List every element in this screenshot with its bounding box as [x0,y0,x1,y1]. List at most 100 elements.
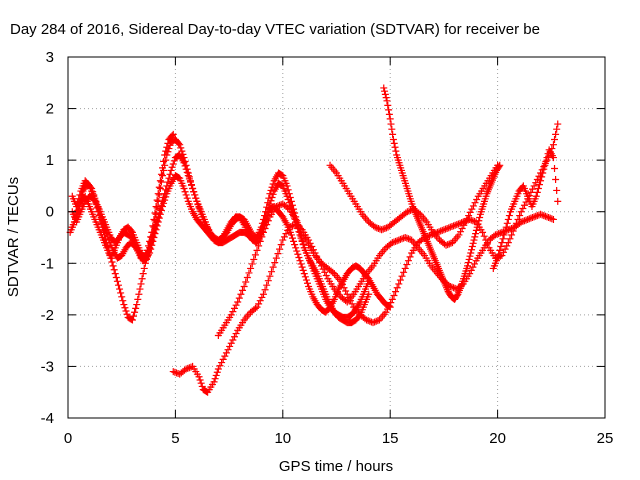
data-point [294,250,302,258]
data-point [131,308,139,316]
data-point [178,147,186,155]
data-point [467,249,475,257]
data-point [467,266,475,274]
data-point [548,215,556,223]
data-point [283,192,291,200]
data-point [272,254,280,262]
data-point [404,235,412,243]
data-point [95,207,103,215]
data-point [390,292,398,300]
data-point [266,200,274,208]
data-point [195,373,203,381]
data-point [256,230,264,238]
data-points [66,84,562,396]
x-tick-label: 0 [64,430,72,447]
data-point [401,234,409,241]
data-point [264,277,272,285]
data-point [444,241,452,249]
data-point [454,220,462,228]
data-point [128,316,136,324]
data-point [114,281,122,289]
data-point [469,239,477,247]
data-point [179,150,187,158]
data-point [259,290,267,298]
data-point [160,157,168,165]
x-tick-label: 10 [274,430,291,447]
data-point [387,299,395,307]
data-point [152,203,160,211]
data-point [463,215,471,223]
data-point [113,277,121,285]
data-point [543,213,551,221]
data-point [288,234,296,242]
data-point [302,276,310,284]
data-point [174,370,182,378]
data-point [530,182,538,190]
y-tick-label: -2 [41,307,54,324]
data-point [212,371,220,379]
data-point [266,272,274,280]
data-point [155,191,163,199]
data-point [520,201,528,209]
data-point [498,239,506,247]
data-point [153,204,161,212]
data-point [186,177,194,185]
data-point [537,210,545,218]
data-point [374,224,382,232]
data-point [72,214,80,222]
data-point [551,165,559,173]
data-point [181,188,189,196]
data-point [403,208,411,216]
data-point [157,170,165,178]
data-point [92,197,100,205]
data-point [253,303,261,311]
data-point [500,231,508,239]
data-point [533,188,541,196]
data-point [381,90,389,98]
data-point [465,255,473,263]
data-point [461,218,469,226]
data-point [277,241,285,249]
data-point [469,217,477,225]
data-point [161,196,169,204]
data-point [396,235,404,243]
data-point [348,300,356,308]
data-point [74,206,82,214]
data-point [400,268,408,276]
data-point [269,263,277,271]
data-point [253,246,261,254]
data-point [110,266,118,274]
data-point [381,87,389,95]
data-point [437,227,445,235]
data-point [448,283,456,291]
data-point [532,179,540,187]
data-point [232,301,240,309]
data-point [98,217,106,225]
data-point [133,301,141,309]
data-point [405,207,413,215]
data-point [534,185,542,193]
data-point [474,220,482,228]
data-point [382,94,390,102]
data-point [499,235,507,243]
data-point [121,304,129,312]
data-point [395,280,403,288]
data-point [224,346,232,354]
data-point [151,217,159,225]
data-point [102,226,110,234]
data-point [296,257,304,265]
data-point [372,317,380,325]
data-point [77,195,85,203]
data-point [258,293,266,301]
data-point [140,264,148,272]
data-point [292,215,300,223]
data-point [239,286,247,294]
data-point [298,263,306,271]
data-point [196,376,204,384]
data-point [457,228,465,236]
data-point [267,186,275,194]
axis-ticks: 0 5 10 15 20 25 -4 -3 -2 -1 0 1 2 3 [41,49,614,447]
data-point [227,339,235,347]
data-point [537,177,545,185]
data-point [549,154,557,162]
